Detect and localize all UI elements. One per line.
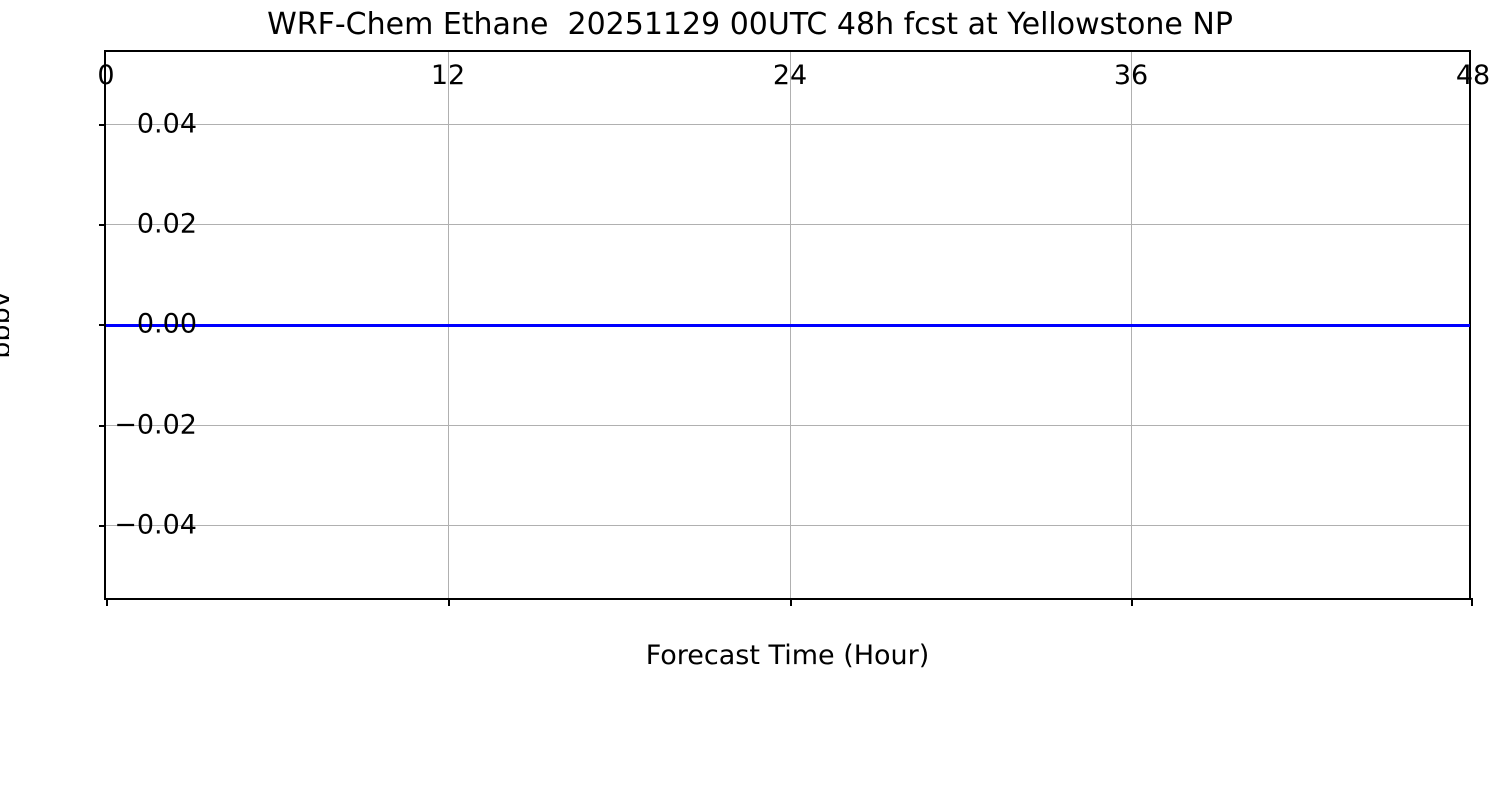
series-segment — [1185, 323, 1215, 327]
series-segment — [247, 323, 278, 327]
series-segment — [1213, 323, 1243, 327]
ytick-mark-0.02 — [98, 224, 106, 227]
series-segment — [134, 323, 164, 327]
series-segment — [1128, 323, 1158, 327]
chart-title: WRF-Chem Ethane 20251129 00UTC 48h fcst … — [267, 7, 1233, 42]
series-segment — [446, 323, 477, 327]
data-series-layer — [106, 52, 1470, 598]
series-segment — [191, 323, 221, 327]
series-segment — [588, 323, 619, 327]
gridline-y--0.04 — [106, 525, 1469, 526]
series-segment — [645, 323, 675, 327]
gridline-y-0.04 — [106, 124, 1469, 125]
series-segment — [1241, 323, 1272, 327]
ytick-mark-0.00 — [98, 324, 106, 327]
xtick-mark-48 — [1471, 598, 1474, 606]
ytick-label-0.02: 0.02 — [136, 208, 197, 240]
series-segment — [1099, 323, 1130, 327]
series-segment — [333, 323, 363, 327]
series-segment — [304, 323, 335, 327]
y-axis-label: ppbv — [0, 291, 9, 359]
ytick-mark--0.02 — [98, 425, 106, 428]
series-segment — [162, 323, 193, 327]
series-segment — [361, 323, 391, 327]
plot-area: 0.04 0.02 0.00 −0.02 −0.04 0 12 24 36 48 — [97, 50, 1490, 606]
y-axis-label-clip: ppbv — [0, 50, 9, 600]
series-segment — [1412, 323, 1442, 327]
series-segment — [957, 323, 988, 327]
xtick-label-36: 36 — [1113, 60, 1149, 91]
xtick-mark-24 — [790, 598, 793, 606]
series-segment — [617, 323, 647, 327]
series-segment — [1440, 323, 1470, 327]
series-segment — [730, 323, 761, 327]
series-segment — [872, 323, 903, 327]
ytick-label--0.04: −0.04 — [114, 509, 197, 541]
series-segment — [759, 323, 789, 327]
xtick-mark-0 — [106, 598, 109, 606]
series-segment — [106, 323, 136, 327]
series-segment — [219, 323, 249, 327]
series-segment — [560, 323, 590, 327]
ytick-mark-0.04 — [98, 124, 106, 127]
series-segment — [901, 323, 931, 327]
xtick-label-24: 24 — [772, 60, 808, 91]
series-segment — [276, 323, 306, 327]
xtick-label-48: 48 — [1455, 60, 1491, 91]
series-segment — [1298, 323, 1329, 327]
gridline-y-0.02 — [106, 224, 1469, 225]
series-segment — [1071, 323, 1101, 327]
series-segment — [844, 323, 874, 327]
x-axis-label: Forecast Time (Hour) — [645, 640, 930, 671]
xtick-label-12: 12 — [430, 60, 466, 91]
xtick-mark-12 — [448, 598, 451, 606]
series-segment — [531, 323, 562, 327]
series-segment — [418, 323, 448, 327]
series-segment — [1355, 323, 1385, 327]
series-segment — [929, 323, 959, 327]
xtick-mark-36 — [1131, 598, 1134, 606]
series-segment — [503, 323, 533, 327]
series-segment — [787, 323, 817, 327]
gridline-y--0.02 — [106, 425, 1469, 426]
ytick-mark--0.04 — [98, 525, 106, 528]
series-segment — [1270, 323, 1300, 327]
series-segment — [986, 323, 1016, 327]
ytick-label-0.04: 0.04 — [136, 108, 197, 140]
series-segment — [1327, 323, 1357, 327]
series-segment — [389, 323, 420, 327]
series-segment — [1156, 323, 1187, 327]
ytick-label--0.02: −0.02 — [114, 409, 197, 441]
series-segment — [1383, 323, 1414, 327]
series-segment — [475, 323, 505, 327]
series-segment — [702, 323, 732, 327]
xtick-label-0: 0 — [97, 60, 115, 91]
series-segment — [1014, 323, 1045, 327]
ytick-label-0.00: 0.00 — [136, 308, 197, 340]
series-segment — [815, 323, 846, 327]
series-segment — [673, 323, 704, 327]
series-segment — [1043, 323, 1073, 327]
